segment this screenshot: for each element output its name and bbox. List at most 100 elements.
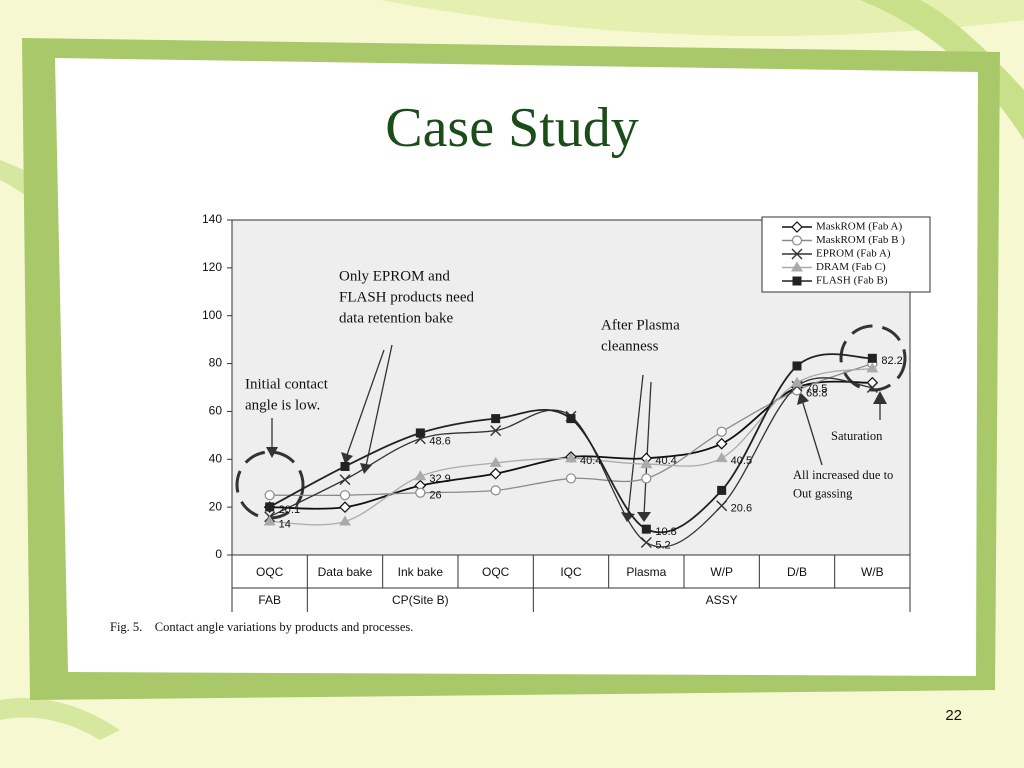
data-label: 14: [279, 518, 291, 530]
arrow-head: [873, 391, 887, 404]
y-tick-label: 80: [209, 356, 223, 370]
legend-label: EPROM (Fab A): [816, 248, 891, 260]
data-point: [792, 361, 802, 371]
data-point: [489, 456, 502, 467]
data-label: 20.6: [731, 503, 752, 515]
data-label: 68.8: [806, 387, 827, 399]
data-point: [263, 515, 276, 526]
y-tick-label: 140: [202, 212, 222, 226]
data-point: [415, 487, 426, 498]
data-point: [867, 353, 877, 363]
data-label: 40.4: [655, 455, 676, 467]
data-label: 48.6: [429, 436, 450, 448]
y-tick-label: 20: [209, 499, 223, 513]
data-label: 20.1: [279, 504, 300, 516]
x-tick-label: D/B: [787, 565, 807, 579]
data-point: [490, 485, 501, 496]
data-point: [565, 473, 577, 484]
data-point: [791, 376, 803, 387]
x-tick-label: Plasma: [626, 565, 666, 579]
annotation: All increased due to: [793, 468, 893, 482]
slide-title: Case Study: [385, 97, 639, 159]
legend-marker: [791, 261, 803, 272]
x-tick-label: Data bake: [318, 565, 373, 579]
annotation: Initial contact: [245, 376, 329, 392]
arrow: [346, 349, 385, 456]
data-label: 10.8: [655, 526, 676, 538]
arrow: [365, 344, 393, 467]
legend-marker: [792, 276, 802, 286]
arrow-head: [341, 452, 353, 464]
data-point: [339, 490, 351, 501]
data-point: [340, 461, 350, 471]
swoosh: [0, 698, 120, 740]
page-number: 22: [945, 707, 962, 724]
y-tick-label: 100: [202, 308, 222, 322]
data-point: [414, 470, 427, 481]
data-label: 40.4: [580, 455, 601, 467]
group-label: FAB: [258, 593, 281, 607]
data-label: 82.2: [881, 355, 902, 367]
data-label: 5.2: [655, 539, 670, 551]
y-tick-label: 40: [209, 451, 223, 465]
annotation: FLASH products need: [339, 289, 474, 305]
arrow: [643, 381, 652, 516]
data-point: [717, 485, 727, 495]
annotation: Out gassing: [793, 486, 853, 500]
x-tick-label: IQC: [560, 565, 582, 579]
group-label: CP(Site B): [392, 593, 449, 607]
annotation: After Plasma: [601, 317, 680, 333]
legend-label: MaskROM (Fab A): [816, 221, 903, 233]
y-tick-label: 120: [202, 260, 222, 274]
data-point: [265, 502, 275, 512]
x-tick-label: OQC: [256, 565, 284, 579]
data-point: [716, 500, 728, 512]
legend-marker: [791, 248, 803, 260]
annotation: Saturation: [831, 429, 883, 443]
data-point: [566, 414, 576, 424]
data-point: [339, 515, 351, 526]
data-point: [415, 428, 425, 438]
data-point: [866, 362, 879, 373]
x-tick-label: W/B: [861, 565, 884, 579]
data-point: [641, 524, 651, 534]
data-label: 32.9: [429, 473, 450, 485]
series-line: [269, 353, 873, 534]
arrow: [627, 374, 644, 516]
arrow-head: [797, 392, 809, 405]
annotation: data retention bake: [339, 310, 453, 326]
legend-marker: [791, 235, 803, 246]
x-tick-label: OQC: [482, 565, 510, 579]
data-point: [565, 452, 577, 463]
swoosh: [380, 0, 1024, 36]
legend-label: MaskROM (Fab B ): [816, 234, 905, 246]
arrow: [801, 399, 823, 466]
annotation: Only EPROM and: [339, 268, 450, 284]
x-tick-label: W/P: [710, 565, 733, 579]
data-label: 40.5: [731, 455, 752, 467]
data-label: 70.5: [806, 383, 827, 395]
data-point: [490, 425, 502, 437]
arrow-head: [266, 447, 278, 458]
highlight-circle: [839, 324, 907, 392]
y-tick-label: 60: [209, 404, 223, 418]
data-point: [715, 437, 728, 450]
x-tick-label: Ink bake: [398, 565, 444, 579]
decorations: [235, 324, 907, 520]
data-point: [641, 473, 652, 484]
legend-label: DRAM (Fab C): [816, 261, 886, 273]
data-point: [339, 474, 351, 486]
caption: Fig. 5. Contact angle variations by prod…: [110, 620, 413, 634]
data-point: [339, 501, 351, 513]
annotation: cleanness: [601, 338, 659, 354]
data-point: [640, 537, 652, 549]
data-point: [640, 458, 653, 469]
data-point: [715, 452, 728, 463]
data-point: [489, 467, 502, 480]
data-point: [716, 426, 727, 437]
arrow-head: [637, 512, 651, 522]
data-point: [491, 414, 501, 424]
group-label: ASSY: [706, 593, 738, 607]
data-point: [866, 382, 878, 393]
